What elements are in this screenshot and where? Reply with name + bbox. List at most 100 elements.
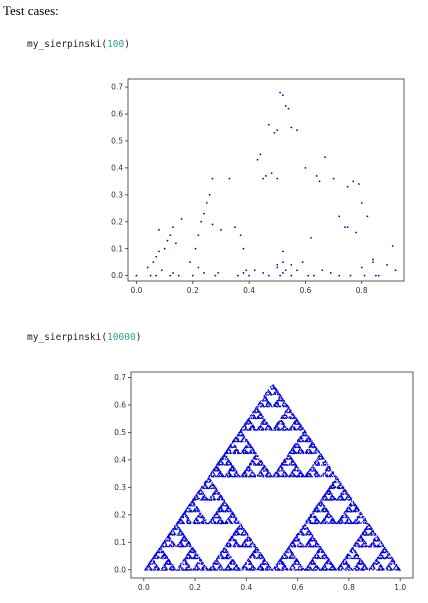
data-point: [273, 131, 276, 134]
data-point: [281, 94, 284, 97]
y-tick-label: 0.3: [111, 190, 123, 199]
data-point: [197, 266, 200, 269]
data-point: [194, 247, 197, 250]
data-point: [205, 201, 208, 204]
y-tick-label: 0.5: [114, 428, 126, 437]
data-point: [296, 129, 298, 132]
data-point: [374, 274, 377, 277]
data-point: [270, 172, 273, 175]
data-point: [276, 177, 279, 180]
y-tick-label: 0.4: [111, 163, 123, 172]
data-point: [253, 269, 256, 272]
data-point: [304, 166, 307, 169]
data-point: [155, 255, 158, 258]
y-tick-label: 0.6: [111, 110, 123, 119]
data-point: [394, 269, 397, 272]
x-tick-label: 0.4: [240, 583, 252, 592]
y-tick-label: 0.4: [114, 455, 126, 464]
data-point: [318, 180, 321, 183]
data-point: [169, 274, 172, 277]
data-point: [172, 226, 174, 229]
data-point: [279, 274, 281, 277]
data-point: [135, 274, 138, 277]
y-tick-label: 0.2: [114, 510, 126, 519]
data-point: [366, 215, 369, 218]
data-point: [358, 183, 360, 185]
data-point: [310, 237, 312, 239]
code-call-100: my_sierpinski(100): [27, 39, 130, 50]
data-point: [377, 274, 380, 277]
data-point: [158, 228, 160, 231]
data-point: [163, 247, 166, 250]
data-point: [346, 185, 349, 188]
x-tick-label: 0.2: [189, 583, 201, 592]
x-tick-label: 0.6: [299, 286, 311, 295]
data-point: [236, 274, 239, 277]
data-point: [349, 274, 352, 277]
data-point: [214, 274, 217, 277]
data-point: [276, 263, 279, 266]
x-tick-label: 0.4: [243, 286, 255, 295]
data-point: [239, 234, 242, 237]
scatter-chart-10000: 0.0 0.2 0.4 0.6 0.8 1.0 0.0 0.1 0.2 0.3 0.4 0.5 0.6 0…: [114, 371, 414, 592]
data-point: [281, 250, 284, 253]
data-point: [169, 234, 172, 237]
data-point: [284, 269, 287, 272]
data-point: [228, 177, 231, 180]
data-point: [189, 261, 191, 264]
data-point: [290, 126, 293, 129]
data-point: [211, 177, 214, 180]
data-point: [276, 266, 279, 269]
data-point: [321, 269, 324, 272]
data-point: [290, 274, 293, 277]
y-tick-label: 0.5: [111, 137, 123, 146]
page-heading: Test cases:: [3, 3, 59, 18]
data-point: [191, 274, 194, 277]
data-point: [160, 269, 163, 272]
data-point: [200, 220, 203, 223]
data-point: [242, 272, 245, 274]
data-point: [208, 193, 211, 196]
data-point: [276, 129, 279, 132]
data-point: [262, 177, 265, 180]
data-point: [267, 274, 270, 277]
data-point: [152, 261, 155, 264]
data-point: [155, 274, 158, 277]
y-tick-label: 0.6: [114, 401, 126, 410]
data-point: [315, 175, 318, 177]
data-point: [172, 272, 174, 274]
data-point: [391, 245, 394, 247]
x-tick-label: 0.0: [138, 583, 150, 592]
data-point: [360, 201, 363, 204]
data-point: [203, 212, 205, 215]
data-point: [217, 272, 220, 274]
data-point: [338, 215, 341, 218]
code-call-10000: my_sierpinski(10000): [27, 332, 142, 343]
data-point: [149, 274, 152, 277]
y-tick-label: 0.2: [111, 217, 123, 226]
x-tick-label: 0.2: [187, 286, 199, 295]
data-point: [307, 274, 310, 277]
data-point: [220, 228, 222, 231]
data-point: [363, 274, 366, 277]
data-point: [332, 177, 335, 180]
x-tick-label: 0.0: [130, 286, 142, 295]
x-tick-label: 0.6: [292, 583, 304, 592]
data-point: [262, 272, 265, 274]
data-point: [301, 261, 304, 264]
data-point: [324, 156, 327, 159]
y-tick-label: 0.1: [111, 244, 123, 253]
data-point: [284, 105, 287, 107]
data-point: [158, 250, 160, 253]
data-point: [290, 263, 293, 266]
data-point: [329, 272, 332, 274]
y-tick-label: 0.0: [111, 271, 123, 280]
data-point: [346, 226, 349, 229]
data-point: [245, 269, 248, 272]
y-tick-label: 0.7: [111, 83, 123, 92]
sierpinski-points: [144, 384, 401, 571]
data-point: [180, 218, 183, 220]
x-tick-label: 0.8: [343, 583, 355, 592]
plot-frame: [127, 78, 405, 282]
data-point: [265, 175, 267, 177]
